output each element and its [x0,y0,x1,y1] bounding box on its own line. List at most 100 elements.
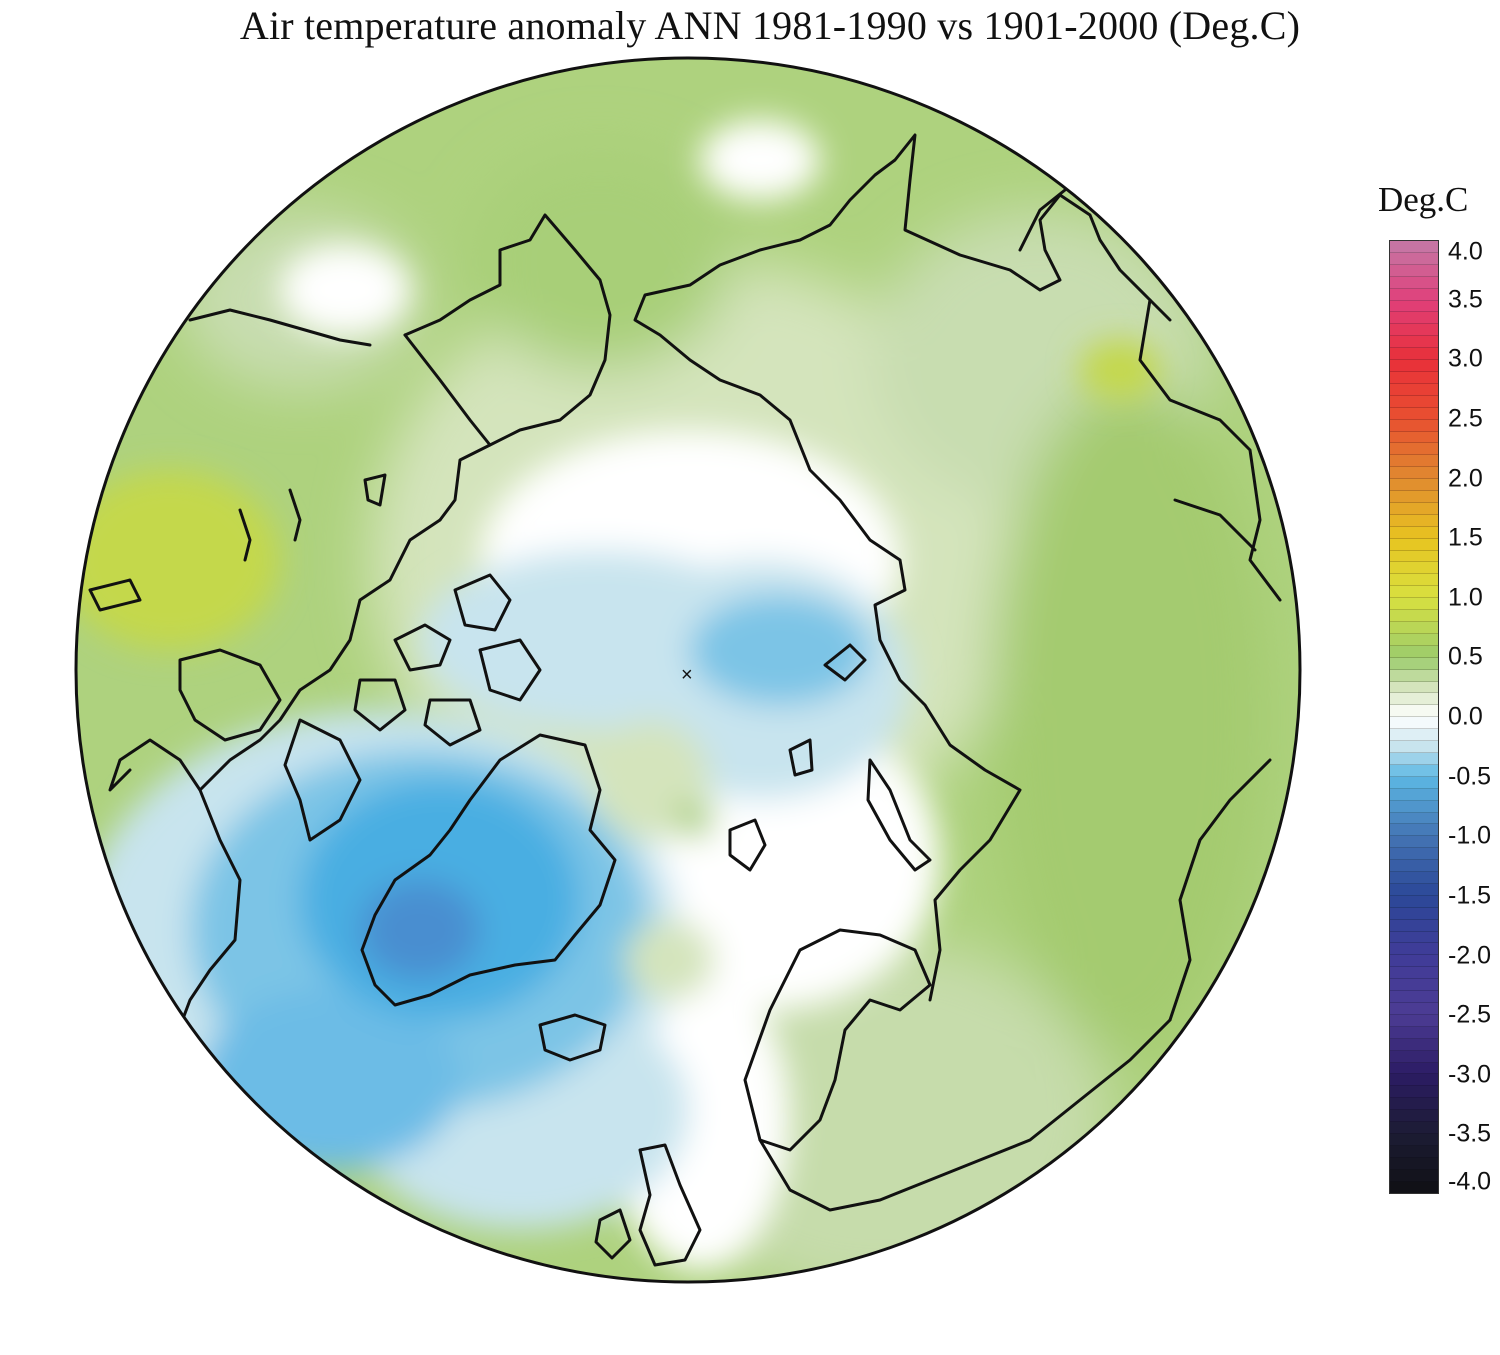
colorbar-step [1390,455,1438,468]
colorbar-tick-label: -2.5 [1448,1000,1492,1029]
colorbar-step [1390,752,1438,765]
colorbar-step [1390,1074,1438,1087]
colorbar-step [1390,1157,1438,1170]
colorbar-tick-label: -1.5 [1448,881,1492,910]
colorbar-step [1390,812,1438,825]
colorbar-step [1390,943,1438,956]
colorbar-step [1390,669,1438,682]
coast-archipelago-4 [353,678,407,732]
colorbar-step [1390,514,1438,527]
coast-archipelago-2 [453,573,512,632]
colorbar-title: Deg.C [1378,180,1469,219]
colorbar-step [1390,300,1438,313]
coast-aleutians [188,308,372,347]
colorbar-step [1390,788,1438,801]
colorbar-step [1390,657,1438,670]
colorbar-step [1390,348,1438,361]
map-title: Air temperature anomaly ANN 1981-1990 vs… [239,3,1301,48]
colorbar-step [1390,1026,1438,1039]
colorbar-step [1390,431,1438,444]
colorbar-step [1390,729,1438,742]
colorbar-step [1390,586,1438,599]
coastlines: × [88,133,1282,1267]
coast-lake-3 [288,488,302,542]
coast-british-isles [638,1143,702,1267]
colorbar-step [1390,1086,1438,1099]
coast-ireland [594,1208,632,1260]
colorbar-step [1390,622,1438,634]
colorbar-step [1390,824,1438,837]
coast-severnaya-zemlya [823,643,867,682]
colorbar-tick-label: 2.0 [1448,464,1483,492]
coast-europe-mainland [758,1018,1172,1212]
colorbar-step [1390,538,1438,551]
colorbar-step [1390,919,1438,932]
coast-archipelago-5 [423,698,482,747]
colorbar-step [1390,645,1438,658]
border-central-asia [1168,758,1272,1022]
colorbar-step [1390,860,1438,873]
colorbar-tick-label: 0.0 [1448,702,1483,731]
coast-scandinavia [743,928,932,1152]
coast-archipelago-1 [393,623,452,672]
colorbar-step [1390,883,1438,896]
colorbar-step [1390,443,1438,456]
colorbar-step [1390,1038,1438,1051]
colorbar-step [1390,741,1438,753]
colorbar-step [1390,276,1438,289]
colorbar-step [1390,574,1438,587]
colorbar-tick-label: 0.5 [1448,642,1483,671]
colorbar-step [1390,991,1438,1003]
colorbar-step [1390,705,1438,718]
colorbar-step [1390,1145,1438,1158]
border-alaska-canada [403,333,492,447]
colorbar-step [1390,407,1438,420]
colorbar-step [1390,610,1438,622]
colorbar-step [1390,872,1438,884]
colorbar-step [1390,693,1438,706]
north-pole-marker: × [681,664,693,686]
coast-canada [108,518,442,792]
colorbar-step [1390,1014,1438,1027]
coast-hudson-bay [178,648,282,742]
coast-lake-4 [363,473,387,507]
colorbar-step [1390,1098,1438,1111]
colorbar-tick-label: 3.5 [1448,285,1483,314]
colorbar-step [1390,907,1438,920]
coast-svalbard [728,818,767,872]
colorbar-step [1390,550,1438,563]
colorbar-step [1390,776,1438,789]
colorbar-step [1390,1003,1438,1015]
colorbar-tick-label: -3.0 [1448,1060,1492,1089]
colorbar-step [1390,1110,1438,1123]
colorbar-tick-label: 2.5 [1448,404,1483,433]
anomaly-field: × [76,58,1300,1282]
coast-novaya-zemlya [866,758,932,872]
coast-eurasia-north [633,133,1172,1002]
colorbar-tick-label: -0.5 [1448,762,1492,791]
colorbar-step [1390,1122,1438,1134]
coast-alaska [403,213,612,522]
colorbar-step [1390,241,1438,253]
colorbar-step [1390,1050,1438,1063]
colorbar-step [1390,395,1438,408]
coast-archipelago-3 [478,638,542,702]
colorbar-step [1390,312,1438,325]
coast-iceland [538,1013,607,1062]
coast-lake-1 [88,578,142,612]
colorbar-step [1390,491,1438,503]
colorbar-step [1390,336,1438,349]
colorbar-step [1390,324,1438,337]
colorbar-step [1390,360,1438,372]
colorbar-step [1390,1169,1438,1182]
colorbar-step [1390,419,1438,432]
colorbar-step [1390,1133,1438,1146]
colorbar-tick-label: 1.0 [1448,583,1483,612]
colorbar [1389,240,1439,1194]
colorbar-tick-label: -2.0 [1448,941,1492,969]
colorbar-step [1390,252,1438,265]
colorbar-step [1390,681,1438,694]
colorbar-step [1390,264,1438,277]
colorbar-step [1390,502,1438,515]
coast-greenland [360,733,617,1007]
